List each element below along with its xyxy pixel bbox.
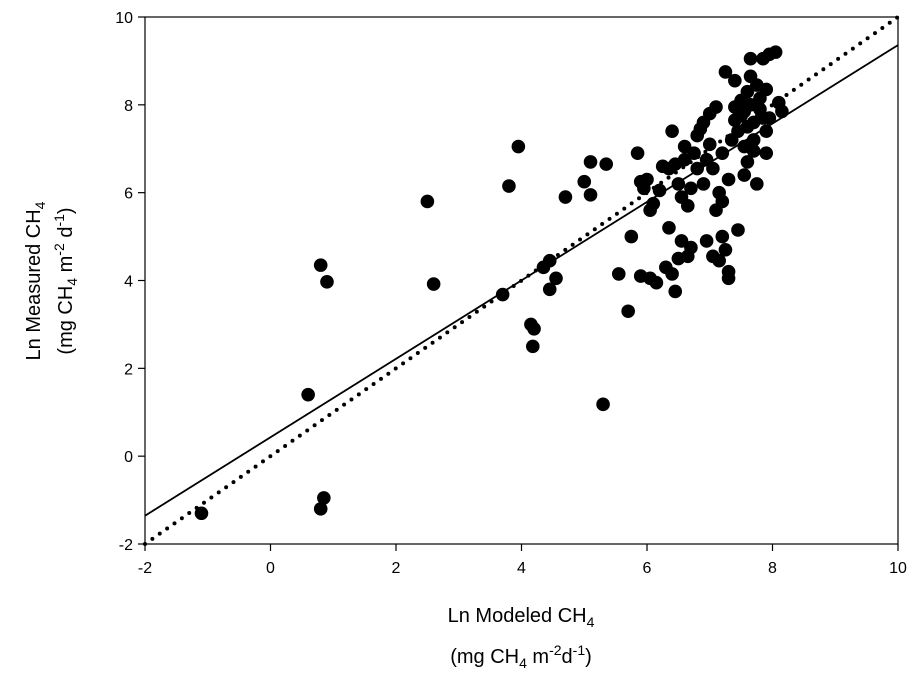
data-point [630, 146, 645, 160]
data-point [746, 144, 761, 158]
data-point [715, 146, 730, 160]
axis-ticks: -2 0 2 4 6 8 10 -2 0 2 4 6 8 10 [115, 10, 907, 577]
data-point [671, 177, 686, 191]
fit-lines [143, 15, 900, 546]
data-point [577, 174, 592, 189]
y-axis-title-line2: (mg CH4 m-2 d-1) [51, 207, 80, 354]
y-axis-title-line1: Ln Measured CH4 [23, 201, 48, 360]
y-tick-label: 10 [115, 10, 133, 27]
data-point [759, 124, 774, 138]
data-point [759, 82, 774, 97]
y-tick-label: -2 [119, 537, 133, 554]
data-point [502, 179, 516, 193]
data-point [715, 194, 730, 209]
data-point [511, 139, 526, 154]
data-point [674, 234, 689, 248]
data-point [558, 190, 573, 204]
data-point [687, 146, 701, 160]
data-point [702, 137, 717, 152]
data-point [696, 177, 711, 191]
data-point [743, 51, 758, 66]
y-tick-label: 8 [124, 98, 133, 115]
data-point [690, 161, 704, 176]
data-point [320, 275, 334, 289]
data-point [649, 275, 664, 290]
data-point [677, 152, 692, 167]
data-point [525, 339, 540, 354]
data-point [718, 242, 733, 257]
data-point [527, 322, 541, 336]
y-tick-label: 6 [124, 186, 133, 203]
y-tick-label: 4 [124, 274, 133, 291]
x-tick-label: 0 [266, 560, 275, 577]
data-point [621, 304, 635, 319]
data-point [737, 168, 752, 182]
data-point [668, 284, 683, 299]
data-point [699, 234, 714, 248]
x-tick-label: 10 [889, 560, 907, 577]
data-point [420, 194, 435, 209]
data-point [721, 271, 736, 286]
data-point [542, 282, 557, 297]
data-point [194, 506, 209, 521]
data-point [775, 104, 789, 119]
x-tick-label: 4 [517, 560, 526, 577]
data-point [317, 491, 331, 505]
data-point [583, 188, 598, 202]
x-axis-title-line1: Ln Modeled CH4 [448, 605, 595, 630]
x-tick-label: 2 [392, 560, 401, 577]
x-tick-label: -2 [138, 560, 152, 577]
data-point [677, 139, 692, 154]
data-point [746, 133, 761, 147]
one-to-one-line [143, 15, 900, 546]
x-tick-label: 6 [643, 560, 652, 577]
data-point [750, 177, 764, 191]
data-point [709, 100, 723, 114]
data-point [652, 183, 667, 198]
data-points [194, 45, 789, 521]
data-point [721, 172, 736, 187]
data-point [599, 157, 614, 171]
x-tick-label: 8 [768, 560, 777, 577]
data-point [768, 45, 783, 59]
data-point [740, 84, 755, 99]
data-point [596, 397, 610, 412]
data-point [662, 221, 676, 235]
data-point [731, 223, 745, 237]
data-point [313, 258, 328, 272]
data-point [762, 111, 777, 125]
data-point [680, 199, 695, 213]
data-point [718, 65, 733, 79]
data-point [313, 502, 328, 516]
data-point [646, 196, 661, 211]
data-point [740, 155, 755, 169]
data-point [684, 240, 698, 255]
data-point [549, 271, 563, 286]
data-point [542, 253, 557, 268]
y-tick-label: 2 [124, 361, 133, 378]
data-point [495, 287, 510, 302]
data-point [611, 267, 626, 281]
data-point [583, 155, 598, 169]
x-axis-title-line2: (mg CH4 m-2d-1) [450, 642, 592, 671]
data-point [665, 124, 679, 138]
data-point [684, 181, 698, 196]
data-point [715, 229, 730, 244]
data-point [640, 172, 654, 187]
data-point [759, 146, 774, 160]
data-point [624, 229, 639, 244]
data-point [301, 387, 315, 402]
data-point [665, 267, 679, 281]
data-point [706, 161, 720, 176]
data-point [712, 253, 726, 268]
data-point [728, 73, 742, 88]
data-point [426, 277, 441, 291]
y-tick-label: 0 [124, 449, 133, 466]
